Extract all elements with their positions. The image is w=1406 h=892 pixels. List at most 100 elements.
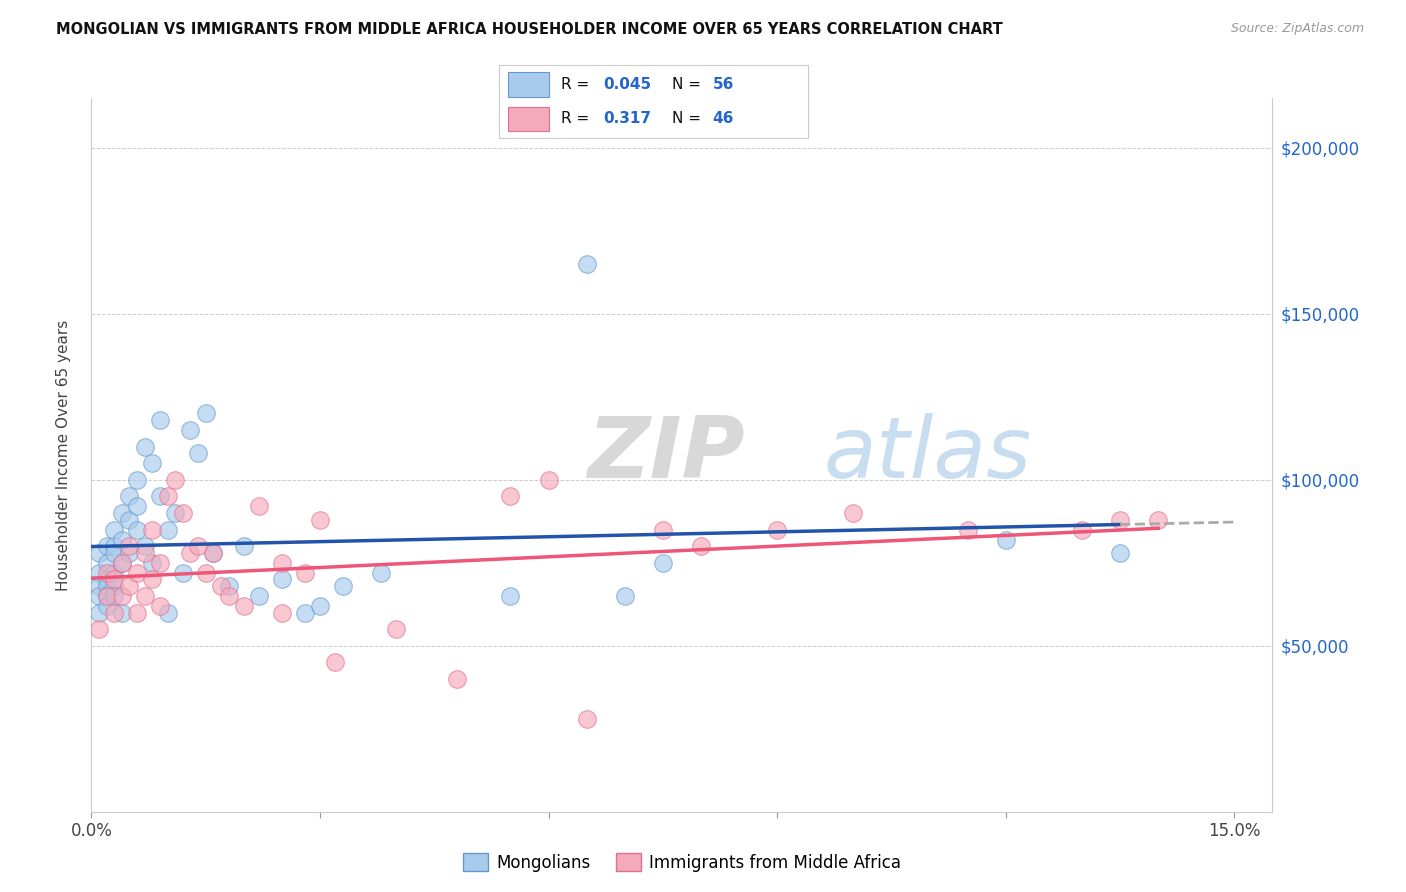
Point	[156, 606, 179, 620]
Point	[165, 506, 187, 520]
Point	[118, 546, 141, 560]
Point	[651, 556, 673, 570]
Point	[156, 490, 179, 504]
Point	[247, 589, 270, 603]
Text: R =: R =	[561, 77, 589, 92]
Point	[111, 556, 134, 570]
Point	[127, 523, 149, 537]
Point	[96, 573, 118, 587]
Point	[118, 490, 141, 504]
Point	[149, 556, 172, 570]
Point	[96, 539, 118, 553]
Point	[218, 579, 240, 593]
Point	[103, 539, 125, 553]
Point	[111, 556, 134, 570]
Point	[96, 589, 118, 603]
Point	[575, 712, 598, 726]
Point	[537, 473, 560, 487]
Text: 56: 56	[713, 77, 734, 92]
Point	[141, 523, 163, 537]
Point	[172, 506, 194, 520]
Point	[1071, 523, 1094, 537]
Point	[446, 672, 468, 686]
Text: 46: 46	[713, 112, 734, 127]
Point	[956, 523, 979, 537]
Point	[118, 513, 141, 527]
Point	[309, 513, 332, 527]
Point	[103, 566, 125, 580]
Point	[87, 566, 110, 580]
Text: R =: R =	[561, 112, 589, 127]
Point	[149, 490, 172, 504]
Text: N =: N =	[672, 77, 702, 92]
Point	[202, 546, 225, 560]
Point	[103, 523, 125, 537]
Legend: Mongolians, Immigrants from Middle Africa: Mongolians, Immigrants from Middle Afric…	[457, 847, 907, 879]
Point	[370, 566, 392, 580]
Text: 0.045: 0.045	[603, 77, 651, 92]
Point	[87, 606, 110, 620]
Point	[187, 446, 209, 460]
Point	[994, 533, 1017, 547]
Point	[1109, 513, 1132, 527]
Point	[96, 556, 118, 570]
Point	[87, 589, 110, 603]
Point	[96, 579, 118, 593]
Point	[194, 406, 217, 420]
Point	[127, 606, 149, 620]
Point	[1147, 513, 1170, 527]
Text: Source: ZipAtlas.com: Source: ZipAtlas.com	[1230, 22, 1364, 36]
Point	[149, 599, 172, 613]
Point	[294, 606, 316, 620]
Bar	[509, 107, 548, 131]
Point	[103, 546, 125, 560]
Point	[332, 579, 354, 593]
Point	[96, 589, 118, 603]
Point	[194, 566, 217, 580]
Point	[111, 606, 134, 620]
Point	[575, 257, 598, 271]
Point	[141, 456, 163, 470]
Point	[690, 539, 713, 553]
Point	[232, 599, 254, 613]
Point	[499, 490, 522, 504]
Text: ZIP: ZIP	[588, 413, 745, 497]
Point	[270, 556, 292, 570]
Point	[87, 622, 110, 636]
Point	[134, 440, 156, 454]
Point	[103, 606, 125, 620]
Point	[127, 500, 149, 514]
Text: MONGOLIAN VS IMMIGRANTS FROM MIDDLE AFRICA HOUSEHOLDER INCOME OVER 65 YEARS CORR: MONGOLIAN VS IMMIGRANTS FROM MIDDLE AFRI…	[56, 22, 1002, 37]
Point	[172, 566, 194, 580]
Point	[103, 579, 125, 593]
Point	[209, 579, 232, 593]
Point	[118, 579, 141, 593]
Point	[187, 539, 209, 553]
Point	[156, 523, 179, 537]
Point	[96, 566, 118, 580]
Point	[118, 539, 141, 553]
Point	[103, 573, 125, 587]
Point	[141, 556, 163, 570]
Point	[179, 423, 201, 437]
Point	[96, 599, 118, 613]
Point	[165, 473, 187, 487]
Point	[103, 589, 125, 603]
Point	[385, 622, 408, 636]
Point	[149, 413, 172, 427]
Point	[766, 523, 789, 537]
Point	[87, 579, 110, 593]
Point	[111, 506, 134, 520]
Point	[309, 599, 332, 613]
Point	[613, 589, 636, 603]
Point	[842, 506, 865, 520]
Text: 0.317: 0.317	[603, 112, 651, 127]
Point	[218, 589, 240, 603]
Point	[270, 573, 292, 587]
Point	[202, 546, 225, 560]
Point	[294, 566, 316, 580]
Point	[87, 546, 110, 560]
Point	[270, 606, 292, 620]
Point	[179, 546, 201, 560]
Point	[134, 539, 156, 553]
